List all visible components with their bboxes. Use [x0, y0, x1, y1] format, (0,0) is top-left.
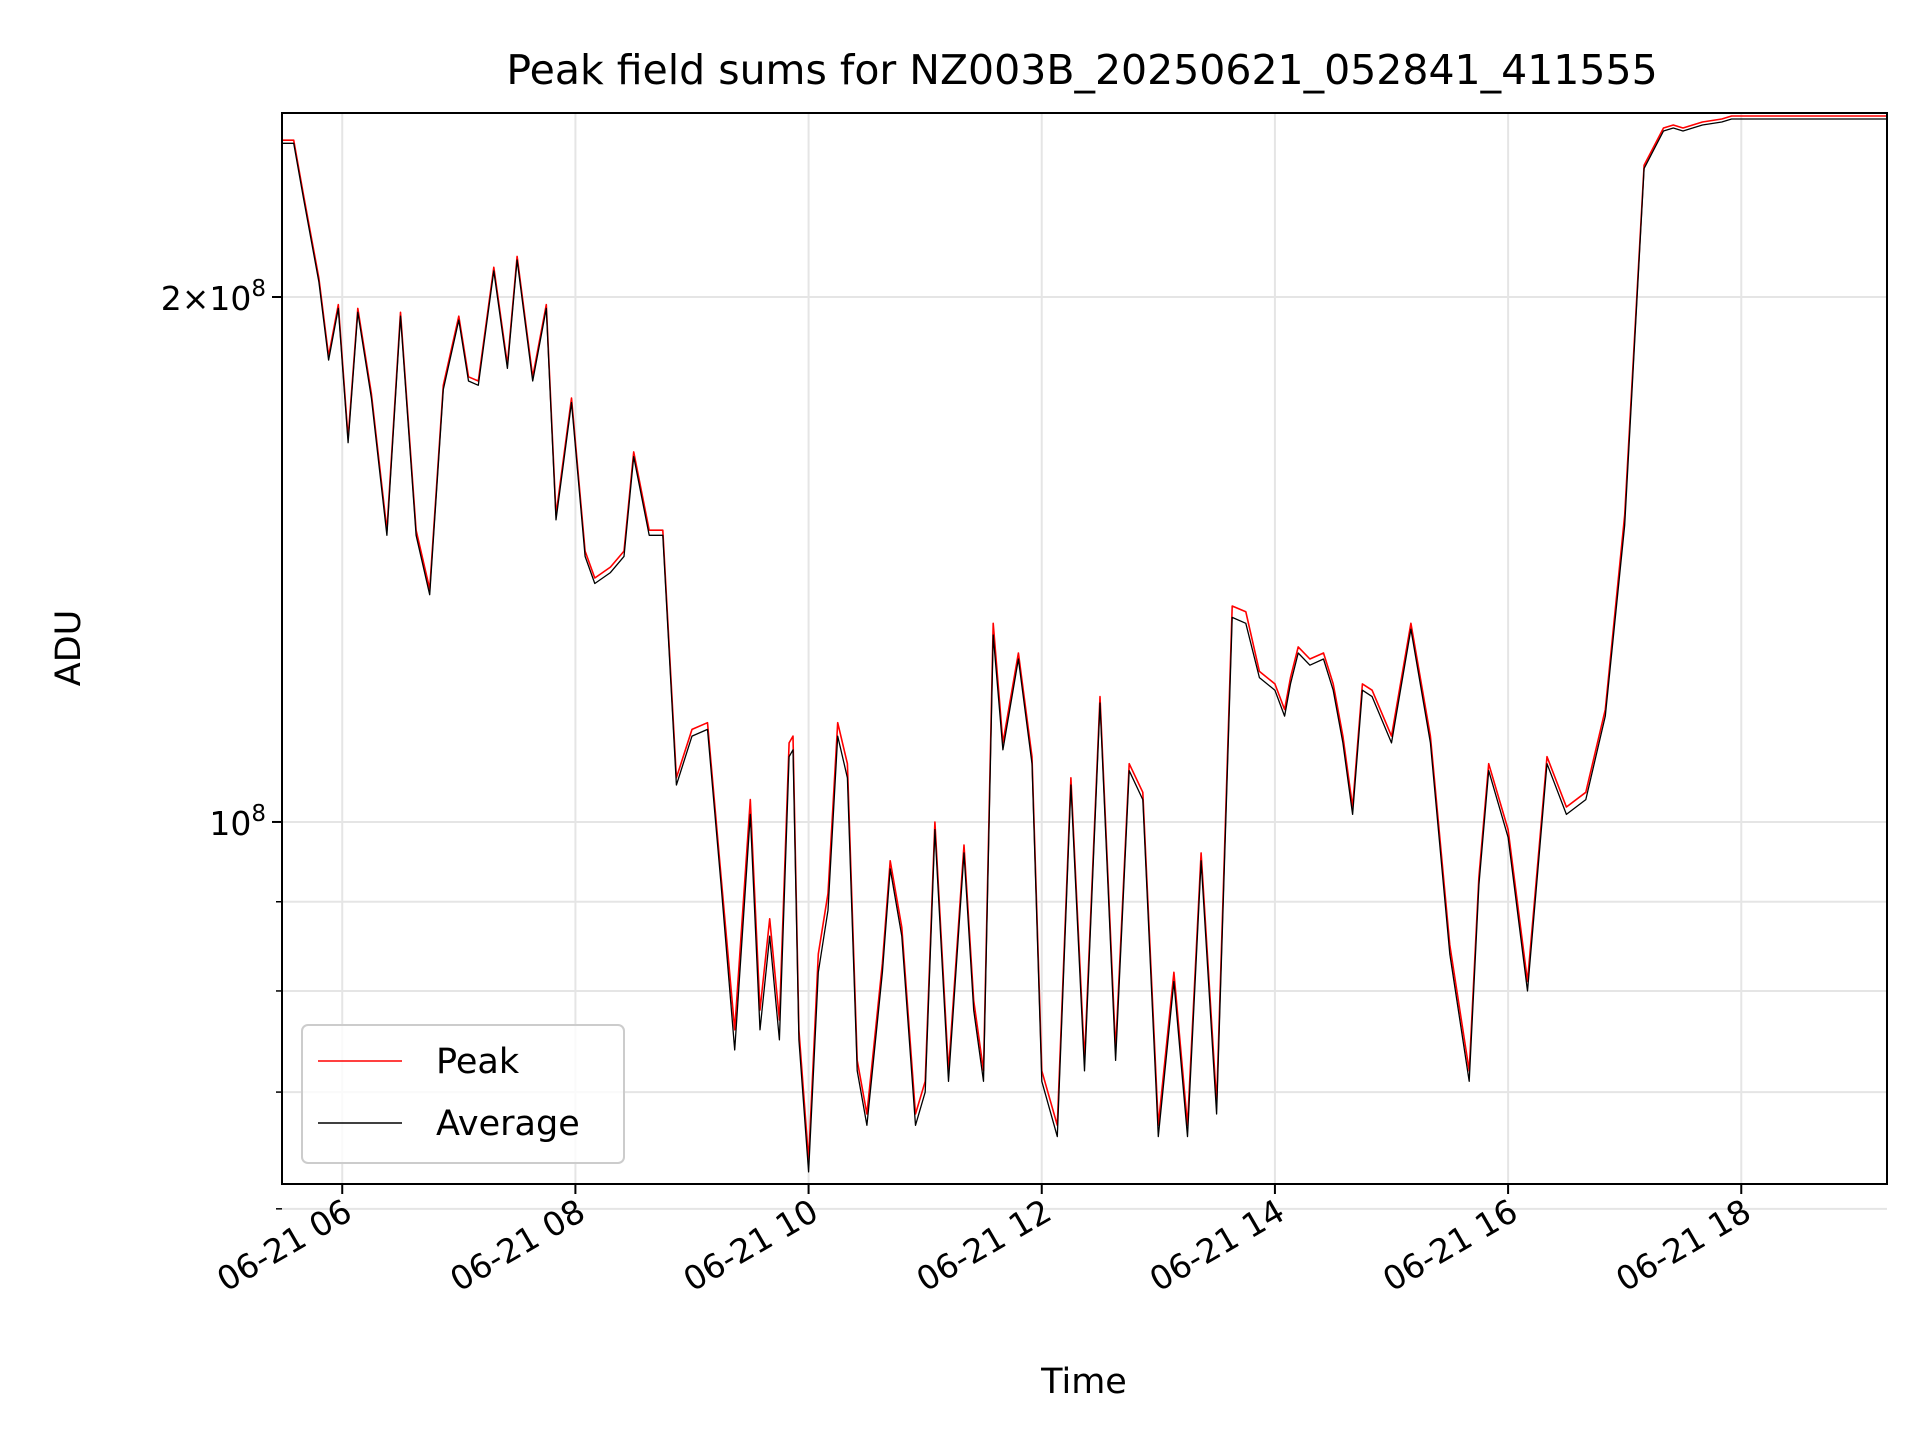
y-axis-ticks: 108 2×108	[161, 276, 282, 1210]
y-tick-label: 108	[209, 801, 266, 843]
x-axis-label: Time	[1040, 1362, 1127, 1402]
legend-box	[301, 1024, 625, 1164]
y-axis-label: ADU	[49, 610, 89, 687]
series-layer	[282, 115, 1887, 1173]
plot-area	[282, 113, 1887, 1184]
plot-frame	[281, 112, 1888, 1185]
series-line-average	[282, 118, 1887, 1173]
y-tick-label: 2×108	[161, 276, 266, 318]
legend-label-average: Average	[436, 1104, 580, 1144]
legend-label-peak: Peak	[436, 1042, 520, 1082]
chart-title: Peak field sums for NZ003B_20250621_0528…	[506, 46, 1657, 94]
legend: Peak Average	[301, 1024, 625, 1164]
